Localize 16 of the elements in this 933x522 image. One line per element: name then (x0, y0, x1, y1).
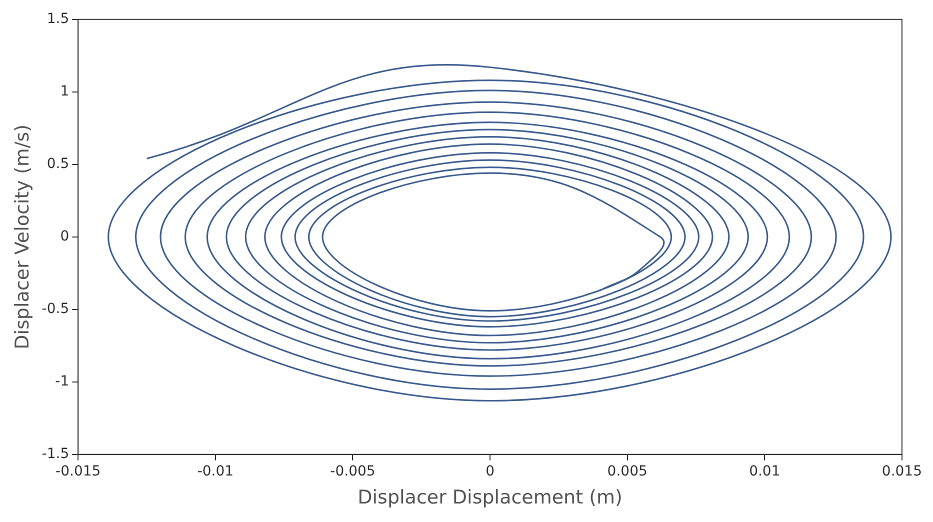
x-tick-label: 0.015 (882, 463, 922, 480)
y-tick-label: -1 (55, 374, 70, 390)
x-tick-label: -0.005 (330, 463, 376, 480)
y-tick-label: 0.5 (46, 156, 70, 172)
x-tick-label: 0 (486, 463, 494, 480)
y-tick-label: 1 (60, 84, 70, 100)
y-axis-title: Displacer Velocity (m/s) (11, 124, 34, 350)
y-tick-label: 1.5 (46, 11, 70, 28)
y-tick-label: -0.5 (42, 301, 70, 318)
x-axis-title: Displacer Displacement (m) (358, 486, 622, 509)
y-tick-label: 0 (60, 228, 70, 245)
x-tick-label: -0.01 (197, 463, 234, 480)
x-tick-label: -0.015 (56, 463, 101, 480)
x-tick-label: 0.005 (607, 463, 648, 480)
y-tick-label: -1.5 (42, 446, 70, 462)
x-tick-label: 0.01 (749, 463, 780, 480)
